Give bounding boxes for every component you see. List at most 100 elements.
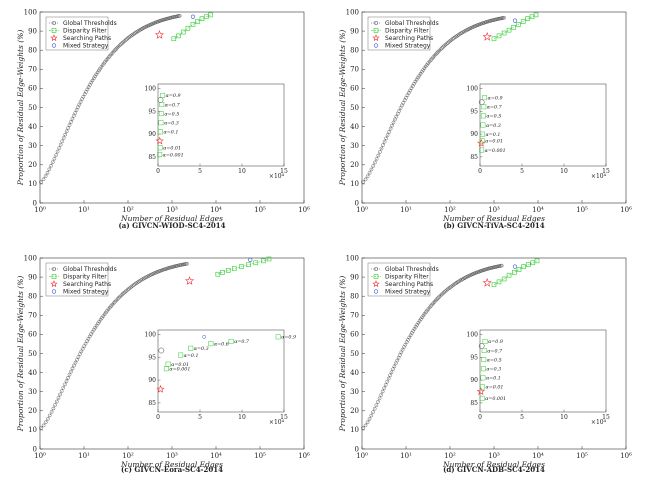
global-threshold-point: [63, 382, 67, 387]
y-tick-label: 0: [33, 199, 37, 207]
inset-x-exponent: ×10⁴: [269, 173, 285, 180]
global-threshold-point: [411, 329, 416, 333]
global-threshold-point: [410, 331, 414, 335]
global-threshold-point: [446, 40, 450, 45]
global-threshold-point: [67, 123, 72, 127]
inset-alpha-label: α=0.6: [214, 341, 229, 347]
global-threshold-point: [61, 385, 66, 390]
global-threshold-point: [92, 327, 96, 332]
global-threshold-point: [432, 53, 437, 58]
global-threshold-point: [417, 319, 422, 323]
x-tick-label: 10⁶: [620, 452, 632, 460]
inset-disparity-point: [480, 384, 485, 390]
legend-label: Global Thresholds: [385, 20, 439, 27]
global-threshold-point: [72, 363, 76, 368]
inset-plot: 85 90 95 100 0 5 10 15×10⁴ α=0.9 α=0.7 α=0.5 α=0.3 α…: [467, 83, 610, 180]
global-threshold-point: [111, 49, 116, 54]
x-tick-label: 10⁵: [254, 452, 266, 460]
x-tick-label: 10²: [444, 206, 456, 214]
inset-x-tick-label: 5: [520, 414, 524, 421]
mixed-strategy-point: [512, 264, 518, 269]
global-threshold-point: [55, 149, 60, 154]
global-threshold-point: [126, 36, 130, 40]
global-threshold-point: [47, 167, 52, 172]
inset-alpha-label: α=0.7: [234, 339, 250, 345]
legend-disparity-icon: [373, 28, 379, 33]
global-threshold-point: [115, 297, 120, 301]
disparity-filter-point: [525, 16, 530, 21]
x-tick-label: 10⁴: [532, 206, 544, 214]
inset-alpha-label: α=0.3: [486, 123, 501, 129]
global-threshold-point: [380, 389, 385, 394]
disparity-filter-point: [195, 19, 200, 24]
global-threshold-point: [369, 413, 374, 418]
y-tick-label: 30: [28, 388, 37, 396]
y-tick-label: 50: [350, 104, 359, 112]
x-tick-label: 10³: [488, 452, 500, 460]
global-threshold-point: [179, 262, 184, 267]
global-thresholds-line: [362, 265, 502, 429]
global-threshold-point: [447, 39, 451, 44]
global-threshold-point: [457, 32, 462, 36]
x-tick-label: 10²: [444, 452, 456, 460]
global-threshold-point: [441, 45, 445, 49]
global-threshold-point: [438, 47, 443, 52]
global-threshold-point: [378, 150, 382, 154]
global-threshold-point: [88, 83, 92, 87]
global-threshold-point: [93, 74, 97, 79]
mixed-strategy-point: [248, 257, 253, 263]
global-threshold-point: [450, 283, 455, 288]
inset-global-point: [158, 347, 165, 354]
legend-global-icon: [373, 266, 379, 272]
global-threshold-point: [388, 373, 392, 378]
x-tick-label: 10²: [122, 206, 134, 214]
global-threshold-point: [391, 120, 396, 125]
y-tick-label: 70: [350, 312, 359, 320]
global-threshold-point: [367, 171, 372, 175]
global-threshold-point: [115, 45, 120, 50]
x-tick-label: 10⁵: [254, 206, 266, 214]
global-threshold-point: [363, 423, 368, 428]
disparity-filter-line: [173, 14, 211, 39]
inset-alpha-label: α=0.9: [488, 95, 503, 101]
x-tick-label: 10³: [166, 452, 178, 460]
inset-alpha-label: α=0.1: [486, 376, 501, 382]
global-threshold-point: [66, 126, 70, 130]
global-threshold-point: [449, 284, 454, 289]
global-threshold-point: [66, 376, 70, 380]
disparity-filter-point: [185, 25, 191, 31]
global-threshold-point: [412, 81, 416, 86]
global-threshold-point: [437, 294, 442, 299]
global-threshold-point: [181, 262, 186, 267]
global-threshold-point: [116, 44, 121, 49]
global-threshold-point: [372, 406, 377, 411]
panel-caption: (d) GIVCN-ADB-SC4-2014: [443, 465, 545, 474]
global-threshold-point: [392, 364, 397, 369]
global-threshold-point: [58, 142, 63, 147]
global-threshold-point: [367, 417, 372, 421]
y-tick-label: 80: [28, 293, 37, 301]
inset-disparity-point: [480, 122, 486, 128]
inset-alpha-label: α=0.5: [486, 114, 501, 120]
global-threshold-point: [410, 84, 415, 88]
disparity-filter-point: [171, 36, 177, 42]
global-threshold-point: [365, 174, 370, 178]
inset-y-tick-label: 100: [145, 86, 157, 93]
global-threshold-point: [416, 75, 420, 80]
y-tick-label: 90: [28, 273, 37, 281]
legend-mixed-icon: [373, 289, 379, 294]
legend-label: Global Thresholds: [63, 20, 117, 27]
global-threshold-point: [373, 160, 377, 165]
global-threshold-point: [76, 355, 81, 359]
inset-disparity-point: [157, 152, 163, 158]
disparity-filter-point: [180, 29, 186, 35]
inset-x-tick-label: 15: [280, 414, 288, 421]
global-threshold-point: [442, 44, 447, 48]
global-threshold-point: [90, 78, 95, 83]
global-threshold-point: [73, 111, 77, 115]
global-threshold-point: [184, 262, 188, 266]
disparity-filter-point: [266, 256, 272, 262]
x-tick-label: 10¹: [400, 452, 412, 460]
